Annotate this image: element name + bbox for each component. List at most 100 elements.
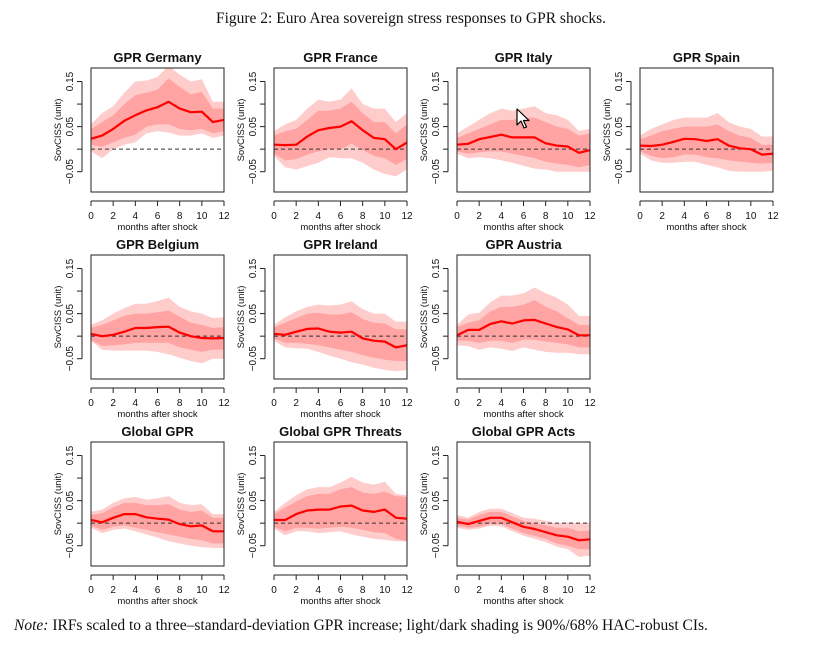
x-tick-label: 8 xyxy=(360,585,366,596)
y-tick-label: 0.15 xyxy=(65,445,76,465)
y-tick-label: −0.05 xyxy=(248,159,259,185)
x-tick-label: 10 xyxy=(562,211,574,222)
y-tick-label: 0.05 xyxy=(614,116,625,136)
panel-title: GPR Germany xyxy=(113,50,202,65)
x-tick-label: 4 xyxy=(133,211,139,222)
irf-line xyxy=(457,133,590,154)
y-axis-label: SovCISS (unit) xyxy=(53,473,64,536)
x-axis-label: months after shock xyxy=(300,596,381,607)
x-tick-label: 6 xyxy=(338,211,344,222)
y-tick-label: 0.15 xyxy=(431,445,442,465)
panel-title: Global GPR Acts xyxy=(472,424,576,439)
y-tick-label: 0.05 xyxy=(431,303,442,323)
x-tick-label: 10 xyxy=(379,211,391,222)
x-axis-label: months after shock xyxy=(117,596,198,607)
y-axis-label: SovCISS (unit) xyxy=(419,286,430,349)
irf-line xyxy=(274,327,407,349)
x-tick-label: 12 xyxy=(401,585,413,596)
panel-title: GPR Austria xyxy=(485,237,562,252)
x-tick-label: 12 xyxy=(218,585,230,596)
x-tick-label: 0 xyxy=(454,211,460,222)
x-tick-label: 4 xyxy=(133,398,139,409)
plot-area xyxy=(91,496,224,548)
x-tick-label: 12 xyxy=(584,211,596,222)
y-axis-label: SovCISS (unit) xyxy=(419,473,430,536)
x-axis-label: months after shock xyxy=(117,409,198,420)
y-axis-label: SovCISS (unit) xyxy=(602,99,613,162)
x-tick-label: 10 xyxy=(196,211,208,222)
x-tick-label: 0 xyxy=(88,585,94,596)
y-tick-label: −0.05 xyxy=(248,533,259,559)
x-tick-label: 12 xyxy=(218,211,230,222)
x-tick-label: 8 xyxy=(360,398,366,409)
plot-area xyxy=(640,113,773,172)
y-tick-label: 0.05 xyxy=(248,303,259,323)
ci68-band xyxy=(457,300,590,348)
x-tick-label: 10 xyxy=(562,585,574,596)
y-tick-label: −0.05 xyxy=(431,533,442,559)
panel-title: GPR Spain xyxy=(673,50,740,65)
panel: GPR Austria 0 2 4 6 8 10 12 months after shock −0… xyxy=(419,237,596,420)
ci68-band xyxy=(274,487,407,542)
x-tick-label: 8 xyxy=(177,211,183,222)
y-tick-label: 0.15 xyxy=(65,71,76,91)
y-axis-label: SovCISS (unit) xyxy=(236,286,247,349)
x-tick-label: 6 xyxy=(155,585,161,596)
x-tick-label: 4 xyxy=(316,211,322,222)
y-tick-label: −0.05 xyxy=(431,346,442,372)
x-tick-label: 10 xyxy=(379,398,391,409)
plot-area xyxy=(457,106,590,172)
plot-frame xyxy=(639,67,774,193)
x-tick-label: 2 xyxy=(476,585,482,596)
y-tick-label: −0.05 xyxy=(614,159,625,185)
x-axis-label: months after shock xyxy=(666,222,747,233)
x-tick-label: 0 xyxy=(637,211,643,222)
plot-frame xyxy=(456,254,591,380)
y-tick-label: −0.05 xyxy=(65,533,76,559)
y-axis-label: SovCISS (unit) xyxy=(236,473,247,536)
x-tick-label: 12 xyxy=(401,211,413,222)
y-axis-label: SovCISS (unit) xyxy=(419,99,430,162)
x-tick-label: 2 xyxy=(110,585,116,596)
x-axis-label: months after shock xyxy=(300,222,381,233)
panel-title: GPR Belgium xyxy=(116,237,199,252)
x-tick-label: 12 xyxy=(584,398,596,409)
y-tick-label: 0.05 xyxy=(65,303,76,323)
x-tick-label: 8 xyxy=(726,211,732,222)
panel-title: Global GPR Threats xyxy=(279,424,402,439)
y-tick-label: 0.15 xyxy=(431,258,442,278)
x-tick-label: 8 xyxy=(543,398,549,409)
y-tick-label: −0.05 xyxy=(248,346,259,372)
x-axis-label: months after shock xyxy=(483,596,564,607)
x-tick-label: 6 xyxy=(155,398,161,409)
plot-frame xyxy=(456,67,591,193)
y-tick-label: 0.15 xyxy=(431,71,442,91)
y-axis-label: SovCISS (unit) xyxy=(236,99,247,162)
x-tick-label: 8 xyxy=(543,211,549,222)
figure-title: Figure 2: Euro Area sovereign stress res… xyxy=(215,10,607,27)
irf-line xyxy=(274,504,407,522)
plot-frame xyxy=(456,441,591,567)
y-tick-label: −0.05 xyxy=(65,346,76,372)
x-tick-label: 0 xyxy=(88,211,94,222)
x-tick-label: 0 xyxy=(271,398,277,409)
y-axis-label: SovCISS (unit) xyxy=(53,99,64,162)
x-tick-label: 0 xyxy=(454,585,460,596)
x-tick-label: 2 xyxy=(293,211,299,222)
y-tick-label: 0.05 xyxy=(431,116,442,136)
x-tick-label: 2 xyxy=(293,398,299,409)
irf-line xyxy=(91,100,224,140)
figure-note: Note: IRFs scaled to a three–standard-de… xyxy=(14,617,814,635)
x-tick-label: 6 xyxy=(338,398,344,409)
plot-area xyxy=(91,297,224,364)
x-tick-label: 10 xyxy=(562,398,574,409)
panel: GPR Spain 0 2 4 6 8 10 12 months after shock −0.0… xyxy=(602,50,779,233)
x-tick-label: 2 xyxy=(110,211,116,222)
plot-area xyxy=(457,508,590,557)
x-tick-label: 6 xyxy=(521,211,527,222)
x-tick-label: 6 xyxy=(521,585,527,596)
x-tick-label: 4 xyxy=(316,585,322,596)
panel: GPR Belgium 0 2 4 6 8 10 12 months after shock −0… xyxy=(53,237,230,420)
plot-area xyxy=(274,88,407,177)
x-tick-label: 12 xyxy=(218,398,230,409)
